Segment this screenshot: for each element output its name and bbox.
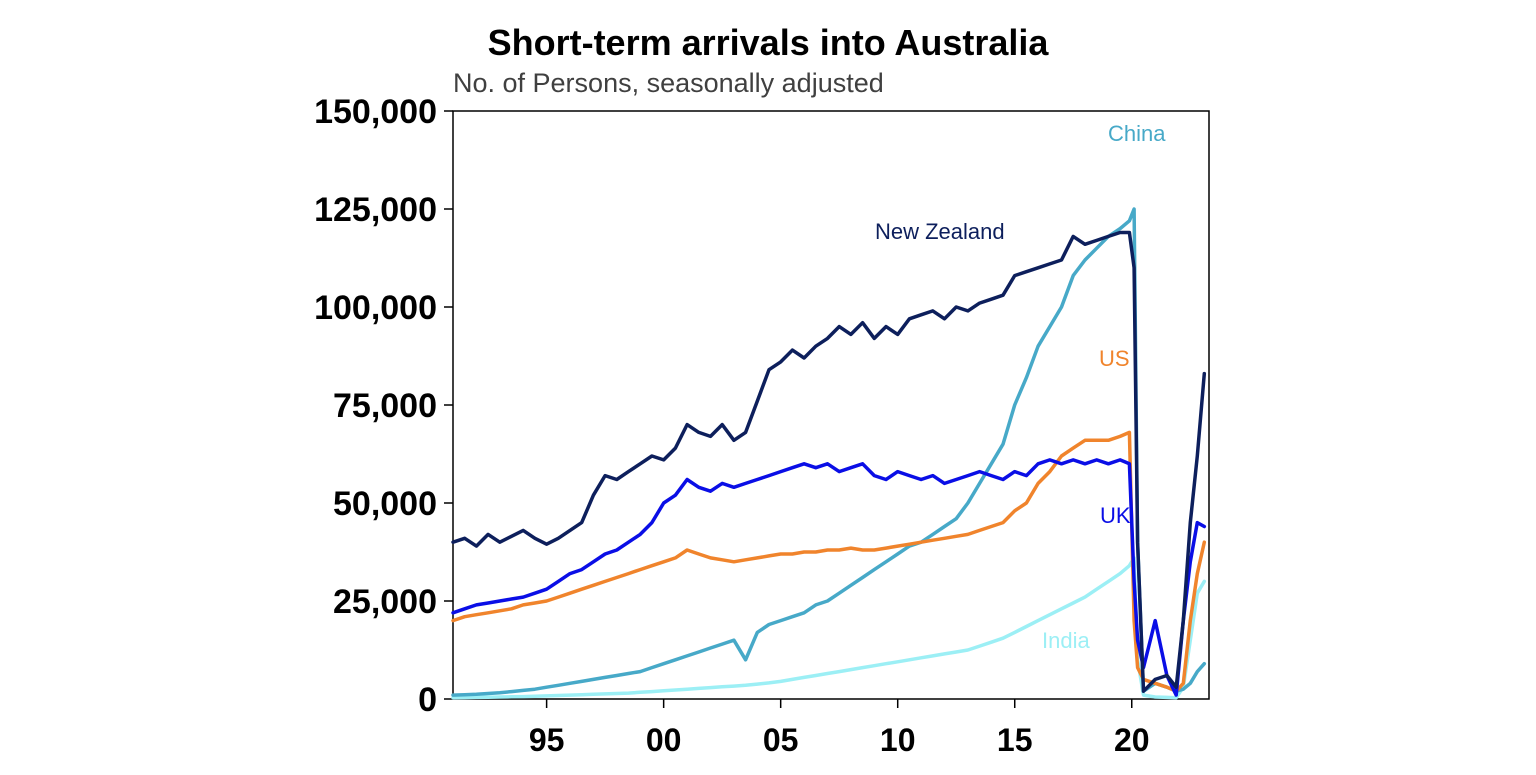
x-tick-label: 20 xyxy=(1114,722,1150,758)
x-tick-label: 95 xyxy=(529,722,565,758)
series-label-india: India xyxy=(1042,628,1090,653)
series-label-china: China xyxy=(1108,121,1166,146)
x-tick-label: 00 xyxy=(646,722,682,758)
chart-subtitle: No. of Persons, seasonally adjusted xyxy=(453,68,884,98)
series-label-us: US xyxy=(1099,346,1130,371)
y-tick-label: 25,000 xyxy=(333,583,437,621)
y-tick-label: 100,000 xyxy=(314,289,437,327)
y-tick-label: 125,000 xyxy=(314,191,437,229)
plot-frame xyxy=(452,110,1210,700)
y-tick-label: 150,000 xyxy=(314,93,437,131)
series-line-uk xyxy=(451,458,1207,697)
x-tick-label: 15 xyxy=(997,722,1033,758)
series-line-new-zealand xyxy=(451,230,1207,693)
x-axis: 95 00 05 10 15 20 xyxy=(529,699,1150,758)
x-tick-label: 10 xyxy=(880,722,916,758)
x-tick-label: 05 xyxy=(763,722,799,758)
series-label-new-zealand: New Zealand xyxy=(875,219,1005,244)
series-labels: New Zealand China US UK India xyxy=(875,121,1166,653)
y-tick-label: 0 xyxy=(418,681,437,719)
series-line-india xyxy=(451,556,1207,700)
series-line-us xyxy=(451,430,1207,693)
series-group xyxy=(451,207,1207,700)
series-label-uk: UK xyxy=(1100,503,1131,528)
chart-title-text: Short-term arrivals into Australia xyxy=(487,22,1049,63)
y-tick-label: 50,000 xyxy=(333,485,437,523)
y-axis: 0 25,000 50,000 75,000 100,000 125,000 150,000 xyxy=(314,93,453,719)
chart-title: Short-term arrivals into Australia xyxy=(0,22,1536,64)
series-line-china xyxy=(451,207,1207,697)
y-tick-label: 75,000 xyxy=(333,387,437,425)
